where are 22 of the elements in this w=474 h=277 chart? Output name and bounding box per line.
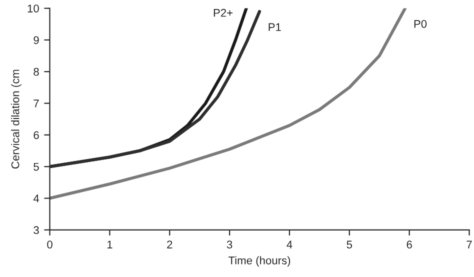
line-series xyxy=(50,8,407,200)
y-tick-label: 5 xyxy=(34,162,39,171)
x-tick-label: 6 xyxy=(406,240,412,248)
x-tick-label: 2 xyxy=(167,240,172,248)
y-tick-label: 6 xyxy=(34,131,39,140)
y-axis-title: Cervical dilation (cm xyxy=(11,70,22,169)
x-tick-label: 1 xyxy=(107,240,112,248)
x-axis-title: Time (hours) xyxy=(228,256,290,267)
y-tick-label: 7 xyxy=(34,100,39,108)
x-tick-label: 5 xyxy=(346,240,352,248)
x-tick-label: 0 xyxy=(47,240,52,248)
y-tick-label: 9 xyxy=(34,36,39,44)
x-tick-label: 3 xyxy=(226,240,232,248)
y-tick-label: 10 xyxy=(28,4,39,12)
x-tick-label: 4 xyxy=(286,240,292,248)
y-tick-label: 3 xyxy=(34,226,39,234)
series-label: P1 xyxy=(268,23,281,31)
y-tick-label: 4 xyxy=(33,194,40,202)
y-tick-label: 8 xyxy=(34,68,39,76)
x-tick-label: 7 xyxy=(466,240,472,248)
series-label: P0 xyxy=(414,20,427,28)
series-label: P2+ xyxy=(214,8,233,17)
